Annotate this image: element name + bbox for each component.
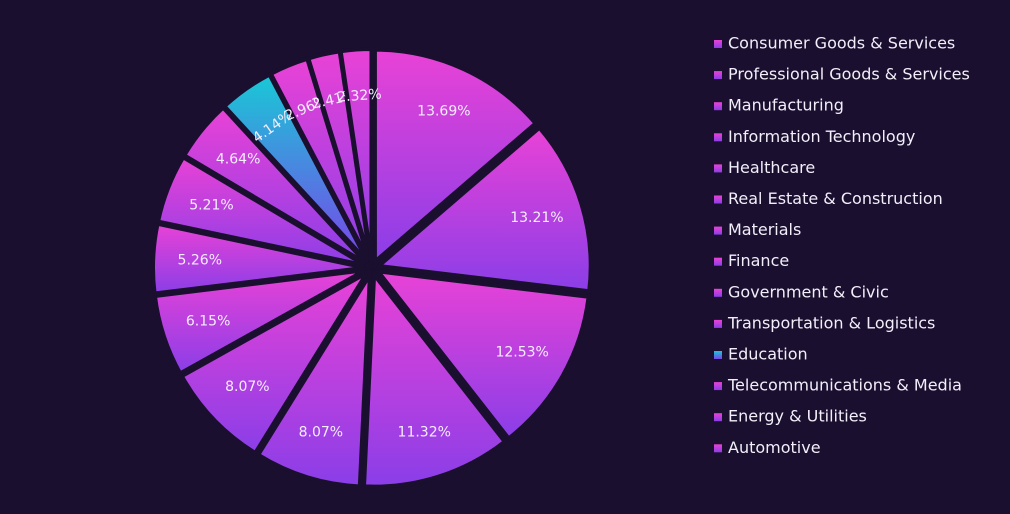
pie-slice — [255, 267, 373, 489]
legend-label: Automotive — [728, 438, 821, 457]
pie-slice — [151, 221, 366, 296]
slice-label: 13.69% — [417, 103, 470, 119]
legend-label: Finance — [728, 251, 789, 270]
legend-label: Real Estate & Construction — [728, 189, 943, 208]
legend-swatch — [714, 319, 722, 328]
legend-label: Education — [728, 345, 808, 364]
legend-label: Healthcare — [728, 158, 815, 177]
slice-label: 8.07% — [299, 425, 343, 441]
pie-slice — [372, 47, 539, 266]
slice-label: 12.53% — [495, 345, 548, 361]
slice-label: 4.64% — [216, 151, 260, 167]
pie-slice — [179, 267, 373, 456]
slice-label: 5.21% — [189, 197, 233, 213]
legend-swatch — [714, 133, 722, 142]
legend-label: Manufacturing — [728, 96, 844, 115]
pie-slice — [361, 269, 508, 489]
legend-label: Telecommunications & Media — [727, 376, 962, 395]
legend-swatch — [714, 164, 722, 173]
legend-swatch — [714, 257, 722, 266]
legend-swatch — [714, 288, 722, 297]
pie-slice — [155, 154, 367, 268]
legend: Consumer Goods & Services Professional Go… — [714, 34, 970, 457]
pie-slice — [338, 47, 374, 262]
legend-swatch — [714, 444, 722, 453]
legend-swatch — [714, 195, 722, 204]
legend-label: Professional Goods & Services — [728, 65, 970, 84]
legend-label: Materials — [728, 220, 801, 239]
pie-slice — [373, 268, 591, 442]
slice-label: 13.21% — [510, 210, 563, 226]
legend-swatch — [714, 102, 722, 111]
legend-label: Information Technology — [728, 127, 915, 146]
legend-label: Consumer Goods & Services — [728, 34, 955, 53]
legend-swatch — [714, 40, 722, 48]
pie-slice — [152, 268, 367, 377]
slice-label: 2.32% — [337, 86, 383, 105]
pie-slice — [373, 124, 593, 294]
pie: 13.69% 13.21% 12.53% 11.32% 8.07% 8.07% 6.15% 5… — [151, 47, 593, 489]
slice-label: 6.15% — [186, 313, 230, 329]
legend-label: Energy & Utilities — [728, 407, 867, 426]
legend-label: Transportation & Logistics — [727, 313, 935, 332]
slice-label: 11.32% — [398, 424, 451, 440]
legend-label: Government & Civic — [728, 282, 889, 301]
legend-swatch — [714, 71, 722, 80]
slice-label: 5.26% — [178, 253, 222, 269]
slice-label: 8.07% — [225, 379, 269, 395]
legend-swatch — [714, 226, 722, 235]
legend-swatch — [714, 382, 722, 391]
legend-swatch — [714, 351, 722, 359]
legend-swatch — [714, 413, 722, 422]
